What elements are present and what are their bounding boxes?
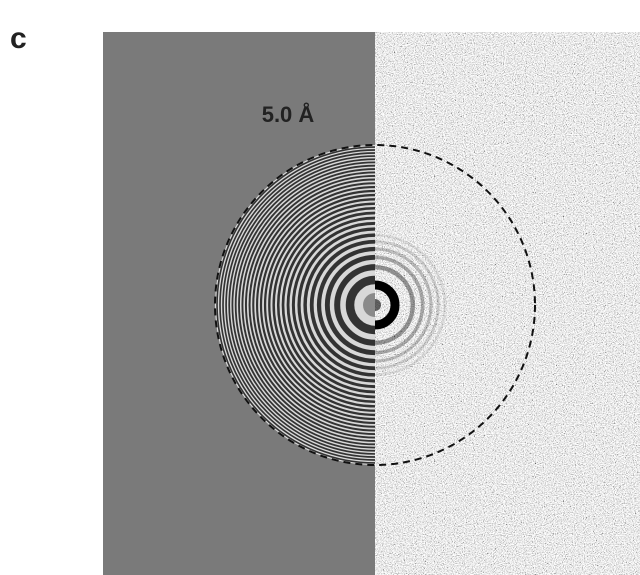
ring <box>263 193 375 417</box>
ring <box>238 168 375 442</box>
ring <box>375 264 416 346</box>
ring <box>297 227 375 383</box>
thon-ring <box>375 280 400 330</box>
ring <box>281 211 375 399</box>
ring <box>222 152 375 458</box>
ring <box>219 149 375 461</box>
resolution-circle <box>214 144 536 466</box>
ring <box>324 254 375 356</box>
ring <box>375 247 433 363</box>
panel-label: c <box>10 22 27 55</box>
ring <box>334 264 375 346</box>
ring <box>248 178 375 432</box>
noise-half <box>375 32 640 575</box>
ring <box>309 239 375 371</box>
ring <box>276 206 375 404</box>
ring <box>363 293 375 317</box>
ring <box>216 146 375 464</box>
center-spot <box>375 299 381 311</box>
ring <box>286 216 375 394</box>
signal-rings <box>375 233 447 377</box>
ring <box>228 158 375 452</box>
resolution-label: 5.0 Å <box>262 101 315 127</box>
ring <box>345 275 375 335</box>
ring <box>252 182 375 428</box>
ring <box>375 255 425 355</box>
ring <box>234 164 375 446</box>
ring <box>259 189 375 421</box>
ring <box>375 240 440 370</box>
ring <box>244 174 375 436</box>
ring <box>268 198 375 412</box>
ring <box>316 246 375 364</box>
ring <box>375 233 447 377</box>
ring <box>255 185 375 425</box>
ring <box>303 233 375 377</box>
ring <box>272 202 375 408</box>
ring <box>241 171 375 439</box>
ring <box>231 161 375 449</box>
ring <box>291 221 375 389</box>
ring <box>225 155 375 455</box>
